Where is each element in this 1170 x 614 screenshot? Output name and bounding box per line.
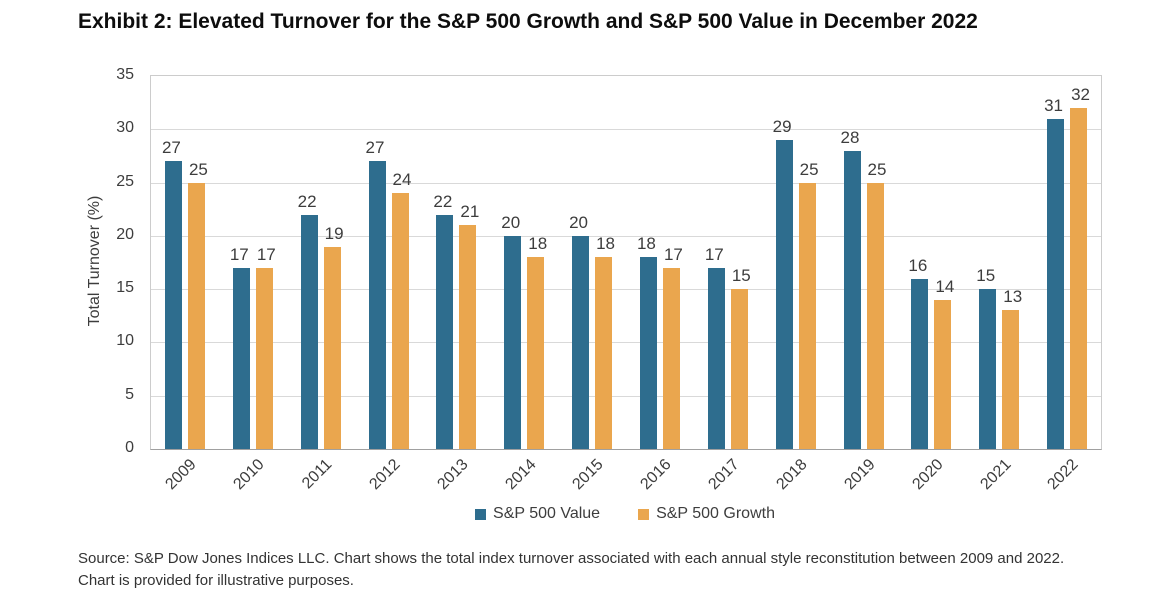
data-label: 21 — [460, 202, 480, 222]
source-note: Source: S&P Dow Jones Indices LLC. Chart… — [78, 550, 1065, 589]
data-label: 14 — [935, 276, 955, 296]
data-label: 20 — [569, 212, 589, 232]
bar-s-p-500-growth-2009 — [187, 182, 205, 449]
data-label: 25 — [799, 159, 819, 179]
gridline — [151, 129, 1101, 131]
x-tick-label: 2010 — [230, 456, 268, 494]
bar-s-p-500-growth-2014 — [527, 257, 545, 449]
bar-s-p-500-value-2016 — [639, 257, 657, 449]
bar-s-p-500-value-2022 — [1047, 118, 1065, 449]
y-tick-label: 10 — [116, 332, 134, 350]
data-label: 29 — [772, 116, 792, 136]
x-tick-label: 2018 — [773, 456, 811, 494]
bar-s-p-500-growth-2018 — [798, 182, 816, 449]
bar-s-p-500-growth-2010 — [255, 267, 273, 449]
data-label: 20 — [501, 212, 521, 232]
bar-s-p-500-value-2019 — [843, 150, 861, 449]
data-label: 24 — [392, 170, 412, 190]
data-label: 32 — [1071, 84, 1091, 104]
gridline — [151, 289, 1101, 291]
data-label: 27 — [365, 138, 385, 158]
data-label: 18 — [528, 234, 548, 254]
legend-item: S&P 500 Growth — [638, 505, 775, 523]
bar-s-p-500-growth-2013 — [459, 225, 477, 449]
x-tick-label: 2014 — [502, 456, 540, 494]
y-tick-label: 20 — [116, 225, 134, 243]
bar-s-p-500-value-2017 — [707, 267, 725, 449]
bar-s-p-500-value-2010 — [232, 267, 250, 449]
data-label: 25 — [867, 159, 887, 179]
data-label: 17 — [663, 244, 683, 264]
data-label: 19 — [324, 223, 344, 243]
x-tick-label: 2012 — [366, 456, 404, 494]
gridline — [151, 342, 1101, 344]
data-label: 22 — [433, 191, 453, 211]
bar-s-p-500-growth-2022 — [1070, 107, 1088, 449]
x-tick-label: 2021 — [977, 456, 1015, 494]
y-axis-ticks: 0 5 10 15 20 25 30 35 — [92, 66, 142, 456]
legend-label: S&P 500 Growth — [656, 505, 775, 522]
data-label: 13 — [1003, 287, 1023, 307]
bar-s-p-500-value-2012 — [368, 161, 386, 449]
y-tick-label: 15 — [116, 279, 134, 297]
data-label: 16 — [908, 255, 928, 275]
data-label: 18 — [636, 234, 656, 254]
chart-title: Exhibit 2: Elevated Turnover for the S&P… — [78, 10, 978, 33]
y-tick-label: 30 — [116, 119, 134, 137]
bar-s-p-500-growth-2016 — [662, 267, 680, 449]
legend-swatch — [475, 508, 487, 520]
data-label: 18 — [596, 234, 616, 254]
data-label: 25 — [188, 159, 208, 179]
y-tick-label: 35 — [116, 66, 134, 83]
bar-s-p-500-value-2014 — [504, 235, 522, 449]
legend-label: S&P 500 Value — [493, 505, 601, 522]
data-label: 31 — [1044, 95, 1064, 115]
bar-s-p-500-value-2018 — [775, 139, 793, 449]
bar-s-p-500-growth-2019 — [866, 182, 884, 449]
x-tick-label: 2013 — [434, 456, 472, 494]
bar-s-p-500-growth-2021 — [1002, 310, 1020, 449]
y-tick-label: 5 — [125, 385, 134, 403]
y-tick-label: 0 — [125, 439, 134, 456]
legend-item: S&P 500 Value — [475, 505, 600, 523]
bar-s-p-500-value-2009 — [164, 161, 182, 449]
gridline — [151, 395, 1101, 397]
bar-s-p-500-value-2020 — [911, 278, 929, 449]
x-tick-label: 2022 — [1044, 456, 1083, 494]
bar-s-p-500-growth-2017 — [730, 289, 748, 449]
x-tick-label: 2009 — [162, 456, 200, 494]
data-label: 15 — [731, 266, 751, 286]
bar-s-p-500-growth-2015 — [595, 257, 613, 449]
y-tick-label: 25 — [116, 172, 134, 190]
bar-s-p-500-value-2021 — [979, 289, 997, 449]
x-tick-label: 2015 — [569, 456, 608, 494]
turnover-bar-chart: Total Turnover (%) 0 5 10 15 20 25 30 35 27 25 17… — [86, 66, 1102, 522]
bar-s-p-500-growth-2012 — [391, 193, 409, 449]
data-label: 22 — [297, 191, 317, 211]
x-tick-label: 2011 — [299, 456, 336, 493]
data-label: 27 — [161, 138, 181, 158]
data-label: 17 — [704, 244, 724, 264]
legend: S&P 500 Value S&P 500 Growth — [150, 505, 1100, 523]
x-tick-label: 2020 — [909, 456, 947, 494]
bar-s-p-500-growth-2011 — [323, 246, 341, 449]
bar-s-p-500-growth-2020 — [934, 299, 952, 449]
x-tick-label: 2019 — [841, 456, 879, 494]
bar-s-p-500-value-2013 — [436, 214, 454, 449]
data-label: 15 — [976, 266, 996, 286]
data-label: 17 — [256, 244, 276, 264]
x-tick-label: 2017 — [705, 456, 743, 494]
gridline — [151, 182, 1101, 184]
bar-s-p-500-value-2011 — [300, 214, 318, 449]
plot-area: 27 25 17 17 22 19 27 24 22 21 20 18 20 18 18 17 17 15 29 25… — [150, 75, 1102, 450]
gridline — [151, 235, 1101, 237]
x-tick-label: 2016 — [637, 456, 675, 494]
legend-swatch — [638, 508, 650, 520]
data-label: 17 — [229, 244, 249, 264]
bar-s-p-500-value-2015 — [572, 235, 590, 449]
data-label: 28 — [840, 127, 860, 147]
